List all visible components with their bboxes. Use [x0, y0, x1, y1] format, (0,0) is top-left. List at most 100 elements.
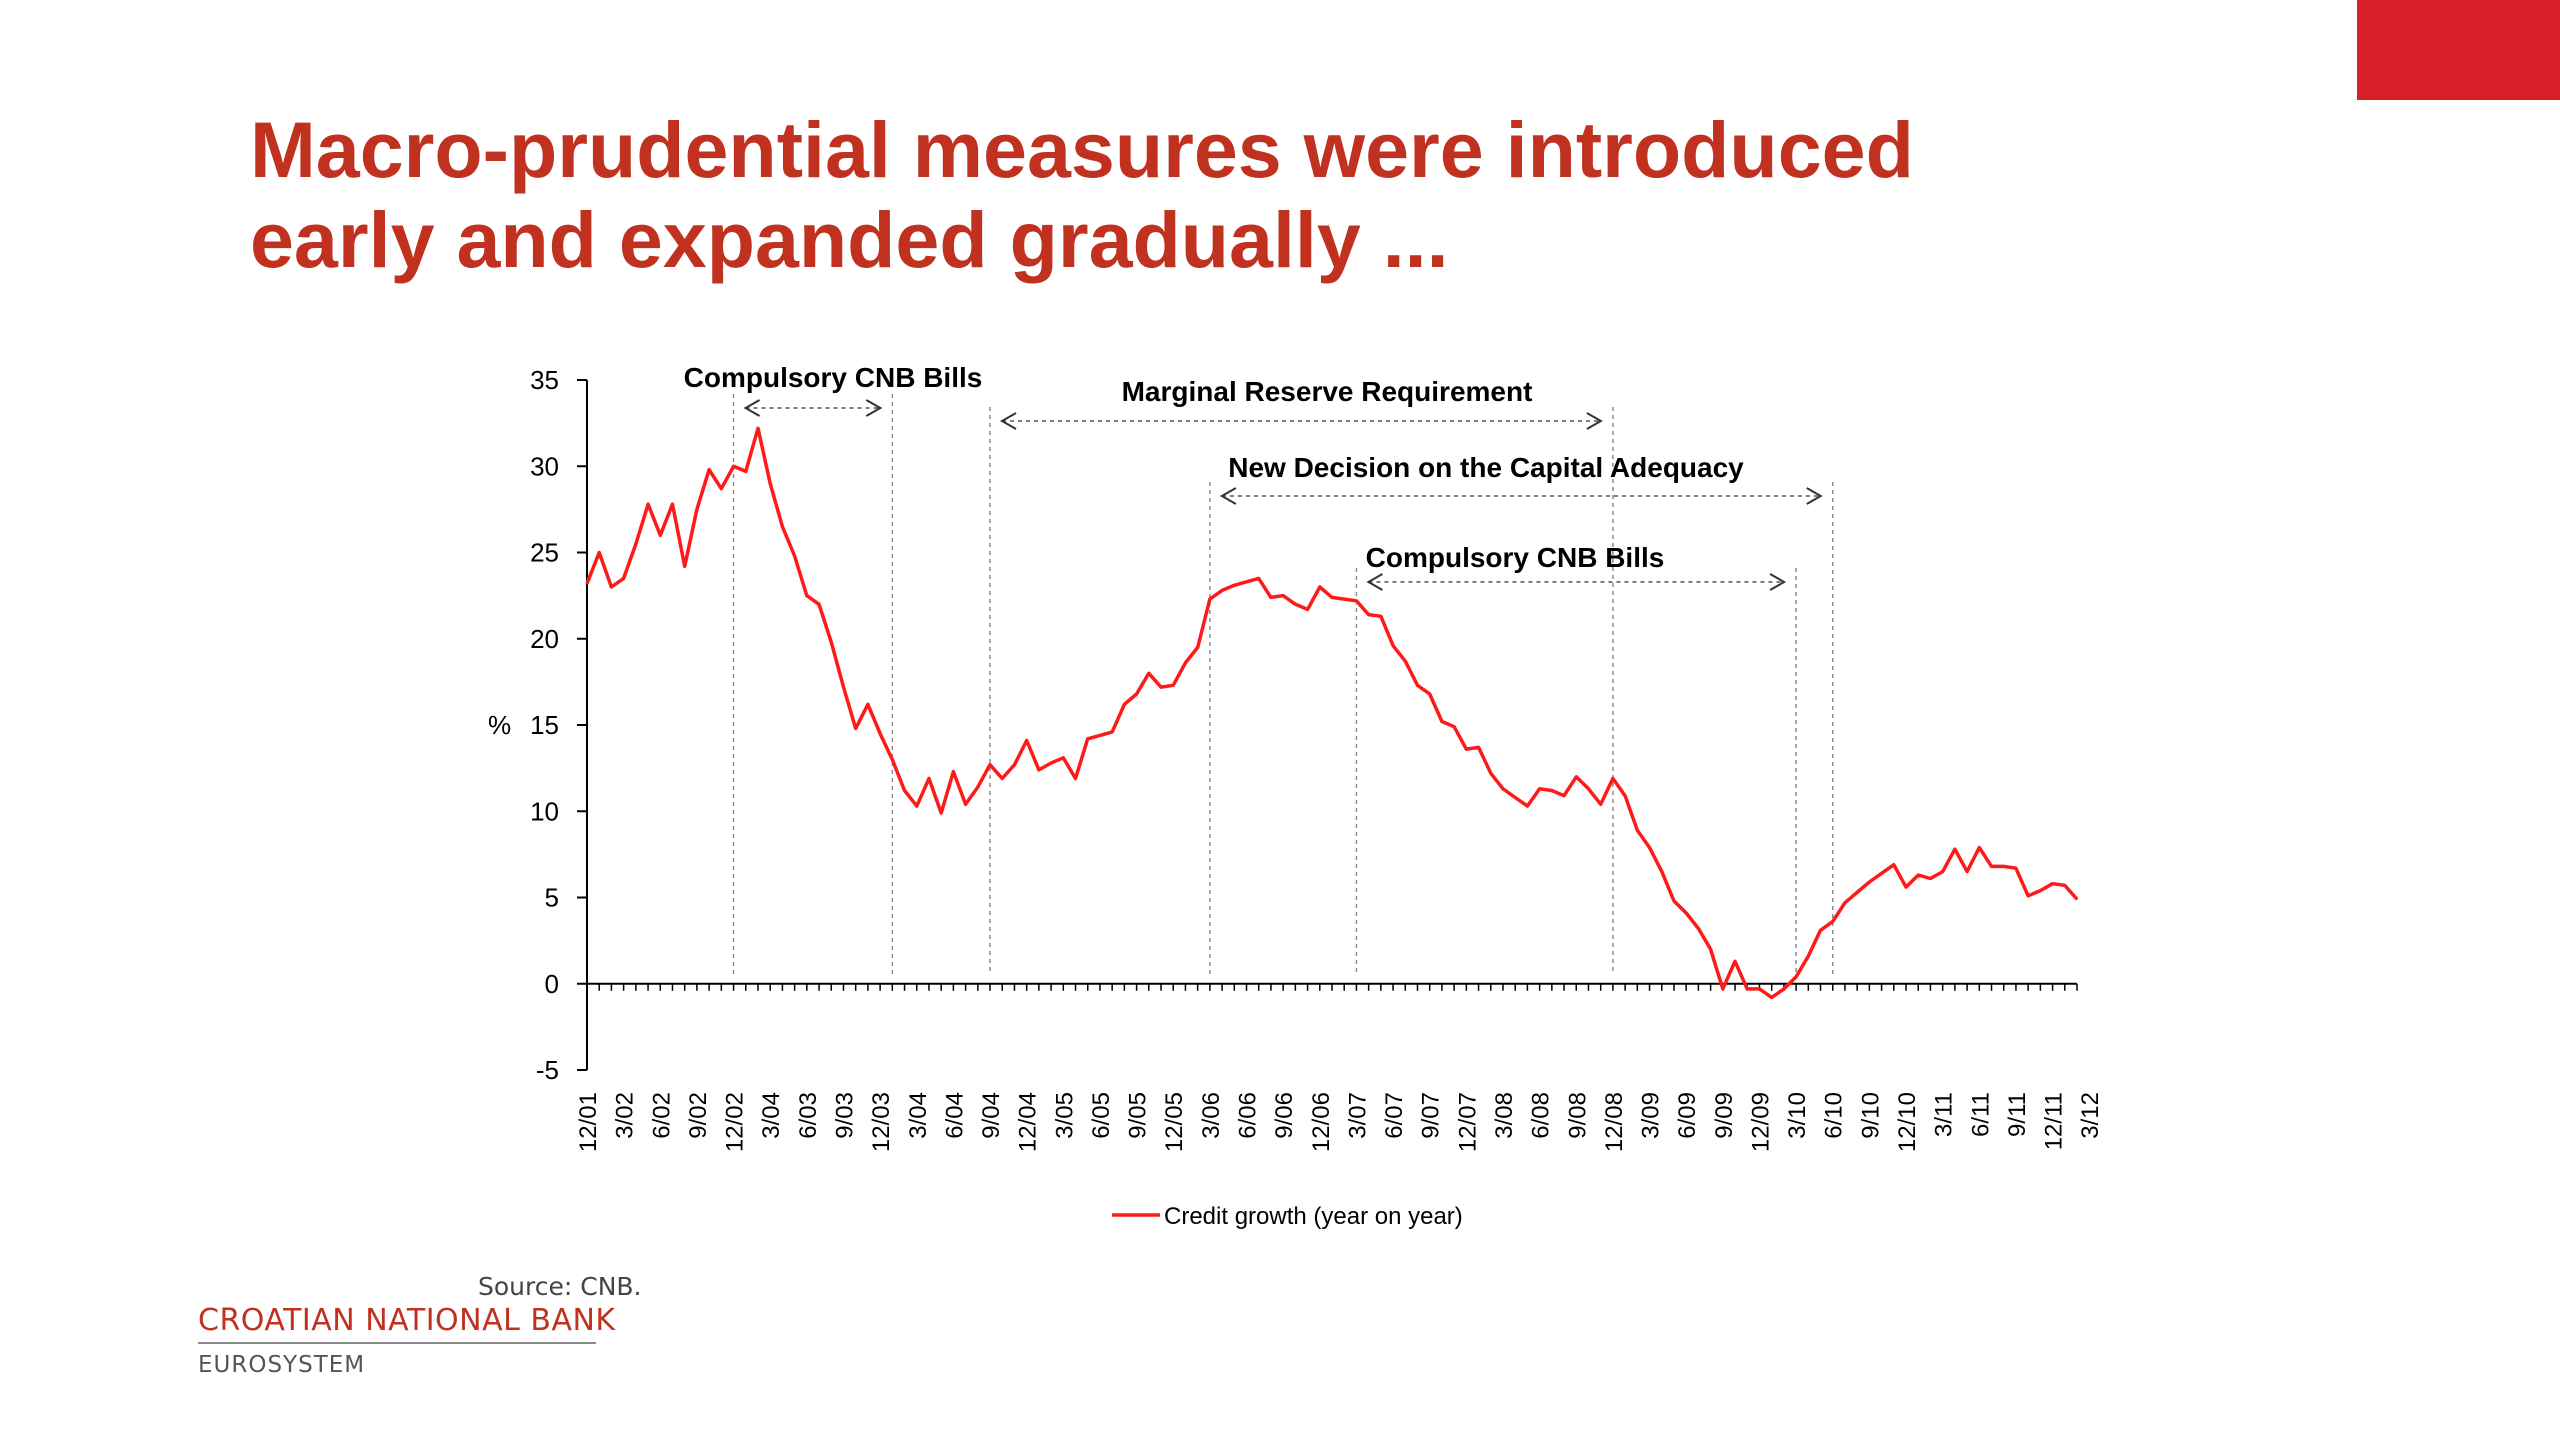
credit-growth-data-point [1990, 865, 1993, 868]
credit-growth-data-point [1099, 734, 1101, 737]
credit-growth-data-point [1245, 581, 1248, 583]
credit-growth-data-point [671, 503, 674, 506]
source-note: Source: CNB. [478, 1272, 642, 1301]
credit-growth-data-point [1502, 788, 1504, 790]
x-tick-label: 9/02 [685, 1092, 712, 1139]
credit-growth-data-point [1416, 684, 1419, 687]
credit-growth-data-point [1697, 927, 1700, 930]
x-tick-label: 12/09 [1747, 1092, 1774, 1152]
credit-growth-data-point [1062, 756, 1065, 759]
x-tick-label: 9/08 [1564, 1092, 1591, 1139]
x-tick-label: 3/04 [758, 1092, 785, 1139]
x-tick-label: 9/09 [1711, 1092, 1738, 1139]
credit-growth-data-point [1380, 615, 1382, 618]
credit-growth-data-point [806, 594, 808, 597]
credit-growth-data-point [610, 586, 613, 588]
credit-growth-data-point [1392, 644, 1394, 647]
x-tick-label: 9/10 [1857, 1092, 1884, 1139]
x-tick-label: 12/06 [1308, 1092, 1335, 1152]
credit-growth-data-point [696, 508, 698, 511]
credit-growth-data-point [1343, 598, 1346, 600]
annotation-arrow-head-right [1769, 573, 1787, 591]
credit-growth-data-point [1172, 684, 1175, 687]
credit-growth-data-point [867, 703, 869, 706]
credit-growth-data-point [683, 565, 686, 568]
credit-growth-data-point [1270, 596, 1272, 599]
credit-growth-data-point [1148, 672, 1150, 675]
credit-growth-data-point [1282, 594, 1284, 597]
annotation-arrow-head-left [743, 399, 761, 417]
credit-growth-data-point [635, 543, 637, 545]
y-tick-label: 35 [530, 365, 559, 395]
x-tick-label: 12/11 [2041, 1092, 2068, 1150]
credit-growth-data-point [1917, 874, 1920, 876]
y-tick-label: -5 [536, 1055, 559, 1085]
x-tick-label: 3/05 [1051, 1092, 1078, 1139]
credit-growth-data-point [1489, 772, 1492, 775]
credit-growth-data-point [1404, 660, 1407, 662]
credit-growth-data-point [1331, 596, 1333, 599]
credit-growth-data-point [1856, 891, 1858, 894]
credit-growth-data-point [2015, 867, 2017, 869]
credit-growth-data-point [1025, 739, 1028, 742]
credit-growth-data-point [1734, 960, 1736, 963]
x-tick-label: 6/03 [795, 1092, 822, 1139]
x-tick-label: 12/05 [1161, 1092, 1188, 1152]
x-tick-label: 6/07 [1381, 1092, 1408, 1139]
credit-growth-data-point [915, 805, 918, 807]
credit-growth-data-point [732, 465, 735, 468]
credit-growth-data-point [1770, 996, 1773, 999]
credit-growth-data-point [769, 482, 771, 485]
y-tick-label: 25 [530, 538, 559, 568]
credit-growth-data-point [1367, 613, 1370, 616]
x-tick-label: 6/02 [648, 1092, 675, 1139]
credit-growth-data-point [708, 468, 710, 471]
credit-growth-data-point [1221, 589, 1223, 592]
credit-growth-data-point [1807, 955, 1810, 957]
credit-growth-data-point [1074, 777, 1077, 780]
y-tick-label: 15 [530, 710, 559, 740]
credit-growth-data-point [977, 786, 979, 788]
credit-growth-data-point [2076, 898, 2078, 901]
credit-growth-data-point [1685, 912, 1687, 914]
y-tick-label: 5 [545, 883, 559, 913]
credit-growth-data-point [1001, 777, 1004, 780]
credit-growth-data-point [793, 555, 796, 557]
x-tick-label: 6/10 [1821, 1092, 1848, 1139]
credit-growth-data-point [586, 582, 588, 585]
credit-growth-data-point [1465, 748, 1468, 750]
credit-growth-data-point [1526, 805, 1529, 807]
annotation-arrow-head-left [1219, 487, 1237, 505]
credit-growth-data-point [1819, 929, 1822, 932]
x-tick-label: 12/04 [1015, 1092, 1042, 1152]
credit-growth-data-point [1477, 746, 1480, 749]
annotation-label: Compulsory CNB Bills [684, 362, 983, 393]
credit-growth-data-point [1929, 877, 1932, 880]
credit-growth-data-point [1966, 870, 1968, 873]
credit-growth-data-point [781, 525, 784, 528]
annotation-label: Marginal Reserve Requirement [1122, 376, 1533, 407]
x-tick-label: 9/11 [2004, 1092, 2031, 1137]
credit-growth-data-point [744, 470, 747, 473]
credit-growth-data-point [2063, 884, 2066, 887]
x-tick-label: 3/02 [612, 1092, 639, 1139]
corner-accent-block [2357, 0, 2560, 100]
credit-growth-data-point [1013, 763, 1016, 766]
x-tick-label: 6/08 [1528, 1092, 1555, 1139]
x-tick-label: 3/09 [1638, 1092, 1665, 1139]
credit-growth-data-point [928, 777, 930, 780]
y-tick-label: 0 [545, 969, 559, 999]
credit-growth-data-point [1758, 988, 1761, 990]
legend-label: Credit growth (year on year) [1164, 1203, 1463, 1230]
brand-name: CROATIAN NATIONAL BANK [198, 1303, 616, 1338]
credit-growth-data-point [1587, 788, 1590, 790]
credit-growth-data-point [1306, 608, 1309, 611]
x-tick-label: 3/04 [905, 1092, 932, 1139]
credit-growth-data-point [1038, 769, 1040, 771]
credit-growth-data-point [1880, 872, 1883, 875]
credit-growth-data-point [1123, 703, 1126, 706]
credit-growth-data-point [1514, 796, 1516, 799]
x-tick-label: 6/04 [941, 1092, 968, 1139]
x-tick-label: 9/05 [1125, 1092, 1152, 1139]
credit-growth-data-point [1868, 881, 1871, 883]
